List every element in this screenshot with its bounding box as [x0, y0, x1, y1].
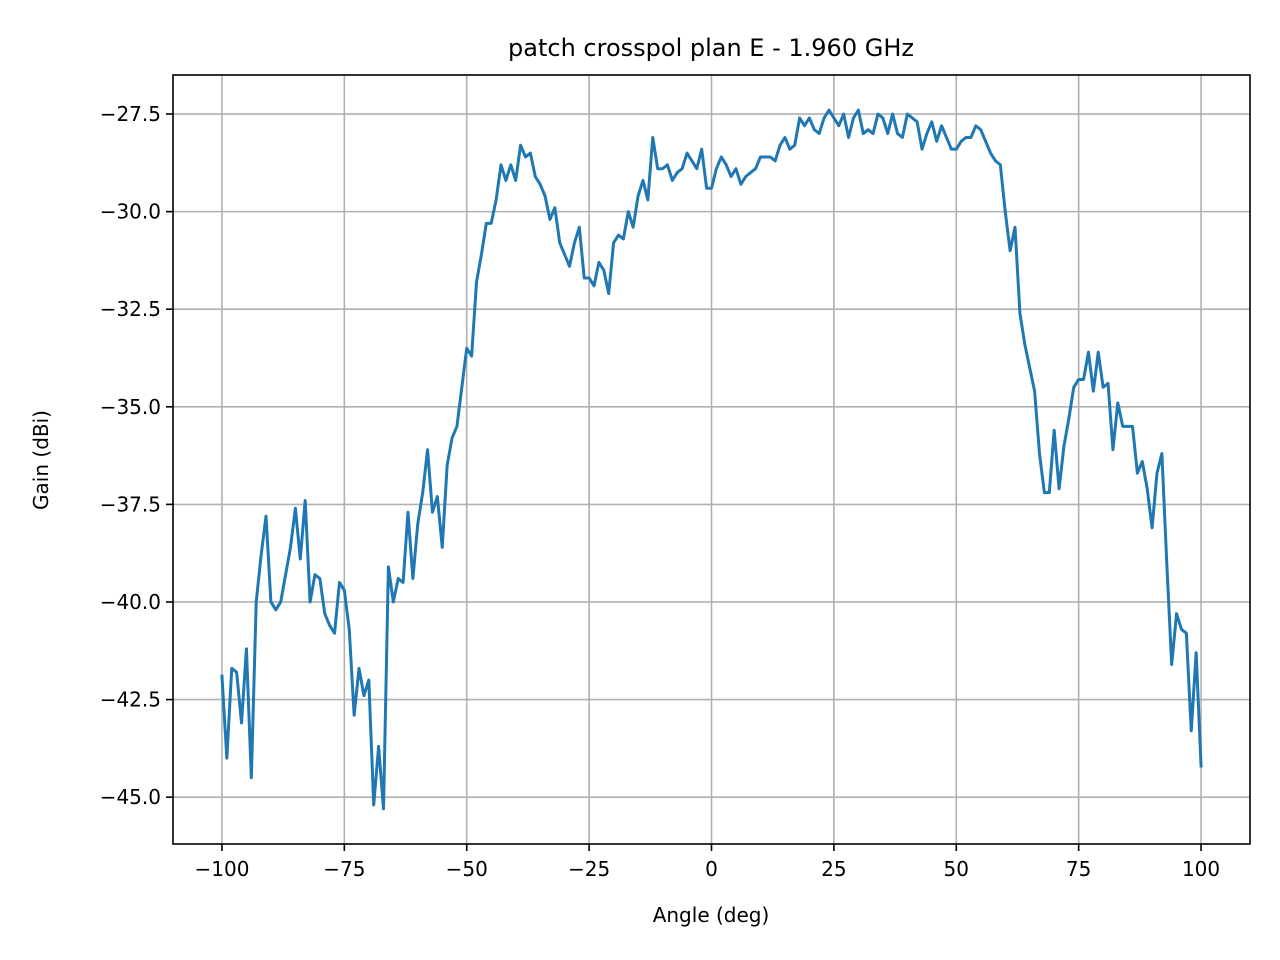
x-tick-label: 25 [821, 857, 846, 881]
x-gridlines [221, 75, 1202, 844]
chart-title: patch crosspol plan E - 1.960 GHz [508, 34, 914, 62]
y-tick-label: −40.0 [100, 590, 161, 614]
x-tick-label: 0 [705, 857, 718, 881]
y-tick-label: −27.5 [100, 102, 161, 126]
x-tick-label: −75 [323, 857, 365, 881]
y-tick-label: −32.5 [100, 297, 161, 321]
y-tick-label: −37.5 [100, 492, 161, 516]
x-tick-label: 75 [1066, 857, 1091, 881]
x-axis-title: Angle (deg) [653, 903, 770, 927]
x-tick-label: 100 [1182, 857, 1220, 881]
y-tick-label: −45.0 [100, 785, 161, 809]
y-axis-title: Gain (dBi) [29, 410, 53, 510]
x-tick-label: 50 [944, 857, 969, 881]
x-tick-label: −25 [568, 857, 610, 881]
plot-series [220, 108, 1203, 811]
y-axis: −45.0 −42.5 −40.0 −37.5 −35.0 −32.5 −30.0 −27.5 [100, 102, 173, 809]
x-tick-label: −50 [446, 857, 488, 881]
y-tick-label: −42.5 [100, 688, 161, 712]
y-tick-label: −35.0 [100, 395, 161, 419]
y-tick-label: −30.0 [100, 200, 161, 224]
x-axis: −100 −75 −50 −25 0 25 50 75 100 [194, 844, 1220, 881]
x-tick-label: −100 [194, 857, 249, 881]
